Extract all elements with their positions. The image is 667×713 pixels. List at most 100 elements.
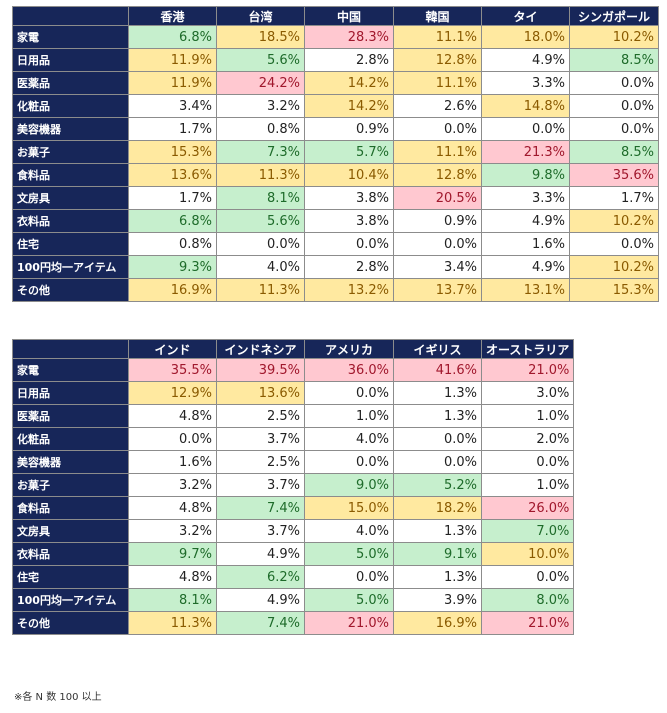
table-row: 化粧品 3.4% 3.2% 14.2% 2.6% 14.8% 0.0%: [12, 94, 659, 118]
percent-cell: 4.9%: [216, 588, 305, 612]
percent-cell: 0.0%: [304, 565, 394, 589]
row-label: 100円均一アイテム: [12, 588, 129, 612]
percent-cell: 1.6%: [481, 232, 570, 256]
percent-cell: 4.9%: [216, 542, 305, 566]
percent-cell: 3.7%: [216, 519, 305, 543]
table-row: 100円均一アイテム 9.3% 4.0% 2.8% 3.4% 4.9% 10.2%: [12, 255, 659, 279]
percent-cell: 3.2%: [128, 473, 217, 497]
column-header: イギリス: [393, 339, 482, 359]
table-row: 化粧品 0.0% 3.7% 4.0% 0.0% 2.0%: [12, 427, 575, 451]
percent-cell: 13.1%: [481, 278, 570, 302]
percent-cell: 4.9%: [481, 48, 570, 72]
percent-cell: 0.0%: [393, 427, 482, 451]
percent-cell: 8.1%: [128, 588, 217, 612]
percent-cell: 24.2%: [216, 71, 305, 95]
percent-cell: 6.8%: [128, 209, 217, 233]
percent-cell: 8.5%: [569, 48, 659, 72]
percent-cell: 3.8%: [304, 209, 394, 233]
percent-cell: 4.9%: [481, 209, 570, 233]
percent-cell: 20.5%: [393, 186, 482, 210]
percent-cell: 7.4%: [216, 611, 305, 635]
row-label: 日用品: [12, 48, 129, 72]
row-label: 100円均一アイテム: [12, 255, 129, 279]
percent-cell: 13.2%: [304, 278, 394, 302]
percent-cell: 1.0%: [480, 473, 575, 497]
percent-cell: 4.0%: [304, 519, 394, 543]
percent-cell: 2.0%: [480, 427, 575, 451]
percent-cell: 0.0%: [569, 117, 659, 141]
percent-cell: 7.3%: [216, 140, 305, 164]
percent-cell: 2.5%: [216, 404, 305, 428]
percent-cell: 18.0%: [481, 25, 570, 49]
column-header: 中国: [304, 6, 394, 26]
percent-cell: 0.0%: [480, 450, 575, 474]
percent-cell: 3.2%: [216, 94, 305, 118]
row-label: 医薬品: [12, 404, 129, 428]
percent-cell: 26.0%: [480, 496, 575, 520]
percent-cell: 21.3%: [481, 140, 570, 164]
row-label: 美容機器: [12, 450, 129, 474]
percent-cell: 11.1%: [393, 140, 482, 164]
percent-cell: 5.6%: [216, 209, 305, 233]
category-share-table-2: インド インドネシア アメリカ イギリス オーストラリア 家電 35.5% 39.5% 36.…: [12, 339, 575, 635]
table-row: 日用品 12.9% 13.6% 0.0% 1.3% 3.0%: [12, 381, 575, 405]
percent-cell: 1.0%: [304, 404, 394, 428]
percent-cell: 0.0%: [569, 71, 659, 95]
table-row: 100円均一アイテム 8.1% 4.9% 5.0% 3.9% 8.0%: [12, 588, 575, 612]
percent-cell: 10.4%: [304, 163, 394, 187]
percent-cell: 6.8%: [128, 25, 217, 49]
percent-cell: 10.2%: [569, 255, 659, 279]
percent-cell: 3.8%: [304, 186, 394, 210]
percent-cell: 9.3%: [128, 255, 217, 279]
percent-cell: 9.1%: [393, 542, 482, 566]
percent-cell: 39.5%: [216, 358, 305, 382]
row-label: 住宅: [12, 565, 129, 589]
percent-cell: 1.7%: [569, 186, 659, 210]
percent-cell: 8.1%: [216, 186, 305, 210]
percent-cell: 15.3%: [569, 278, 659, 302]
percent-cell: 4.8%: [128, 404, 217, 428]
percent-cell: 4.0%: [304, 427, 394, 451]
table-row: 美容機器 1.6% 2.5% 0.0% 0.0% 0.0%: [12, 450, 575, 474]
row-label: その他: [12, 278, 129, 302]
row-label: 化粧品: [12, 427, 129, 451]
percent-cell: 13.7%: [393, 278, 482, 302]
row-label: 住宅: [12, 232, 129, 256]
table-row: 日用品 11.9% 5.6% 2.8% 12.8% 4.9% 8.5%: [12, 48, 659, 72]
table-row: その他 16.9% 11.3% 13.2% 13.7% 13.1% 15.3%: [12, 278, 659, 302]
percent-cell: 28.3%: [304, 25, 394, 49]
column-header: 韓国: [393, 6, 482, 26]
percent-cell: 0.0%: [304, 232, 394, 256]
table-row: その他 11.3% 7.4% 21.0% 16.9% 21.0%: [12, 611, 575, 635]
row-label: 化粧品: [12, 94, 129, 118]
row-label: 文房具: [12, 519, 129, 543]
percent-cell: 0.0%: [304, 450, 394, 474]
percent-cell: 3.3%: [481, 186, 570, 210]
footnote: ※各 N 数 100 以上: [14, 692, 102, 703]
row-label: お菓子: [12, 473, 129, 497]
percent-cell: 10.2%: [569, 25, 659, 49]
header-row: 香港 台湾 中国 韓国 タイ シンガポール: [12, 6, 659, 26]
table-row: お菓子 15.3% 7.3% 5.7% 11.1% 21.3% 8.5%: [12, 140, 659, 164]
row-label: 家電: [12, 25, 129, 49]
table-row: 医薬品 4.8% 2.5% 1.0% 1.3% 1.0%: [12, 404, 575, 428]
percent-cell: 4.0%: [216, 255, 305, 279]
row-label: その他: [12, 611, 129, 635]
percent-cell: 12.8%: [393, 48, 482, 72]
percent-cell: 15.3%: [128, 140, 217, 164]
table-row: 衣料品 6.8% 5.6% 3.8% 0.9% 4.9% 10.2%: [12, 209, 659, 233]
percent-cell: 11.3%: [216, 278, 305, 302]
percent-cell: 3.4%: [393, 255, 482, 279]
table-row: 住宅 0.8% 0.0% 0.0% 0.0% 1.6% 0.0%: [12, 232, 659, 256]
percent-cell: 3.9%: [393, 588, 482, 612]
percent-cell: 10.2%: [569, 209, 659, 233]
row-label: 美容機器: [12, 117, 129, 141]
header-corner: [12, 339, 129, 359]
column-header: タイ: [481, 6, 570, 26]
percent-cell: 0.0%: [569, 232, 659, 256]
percent-cell: 11.9%: [128, 48, 217, 72]
percent-cell: 11.9%: [128, 71, 217, 95]
column-header: シンガポール: [569, 6, 659, 26]
percent-cell: 5.6%: [216, 48, 305, 72]
percent-cell: 4.9%: [481, 255, 570, 279]
